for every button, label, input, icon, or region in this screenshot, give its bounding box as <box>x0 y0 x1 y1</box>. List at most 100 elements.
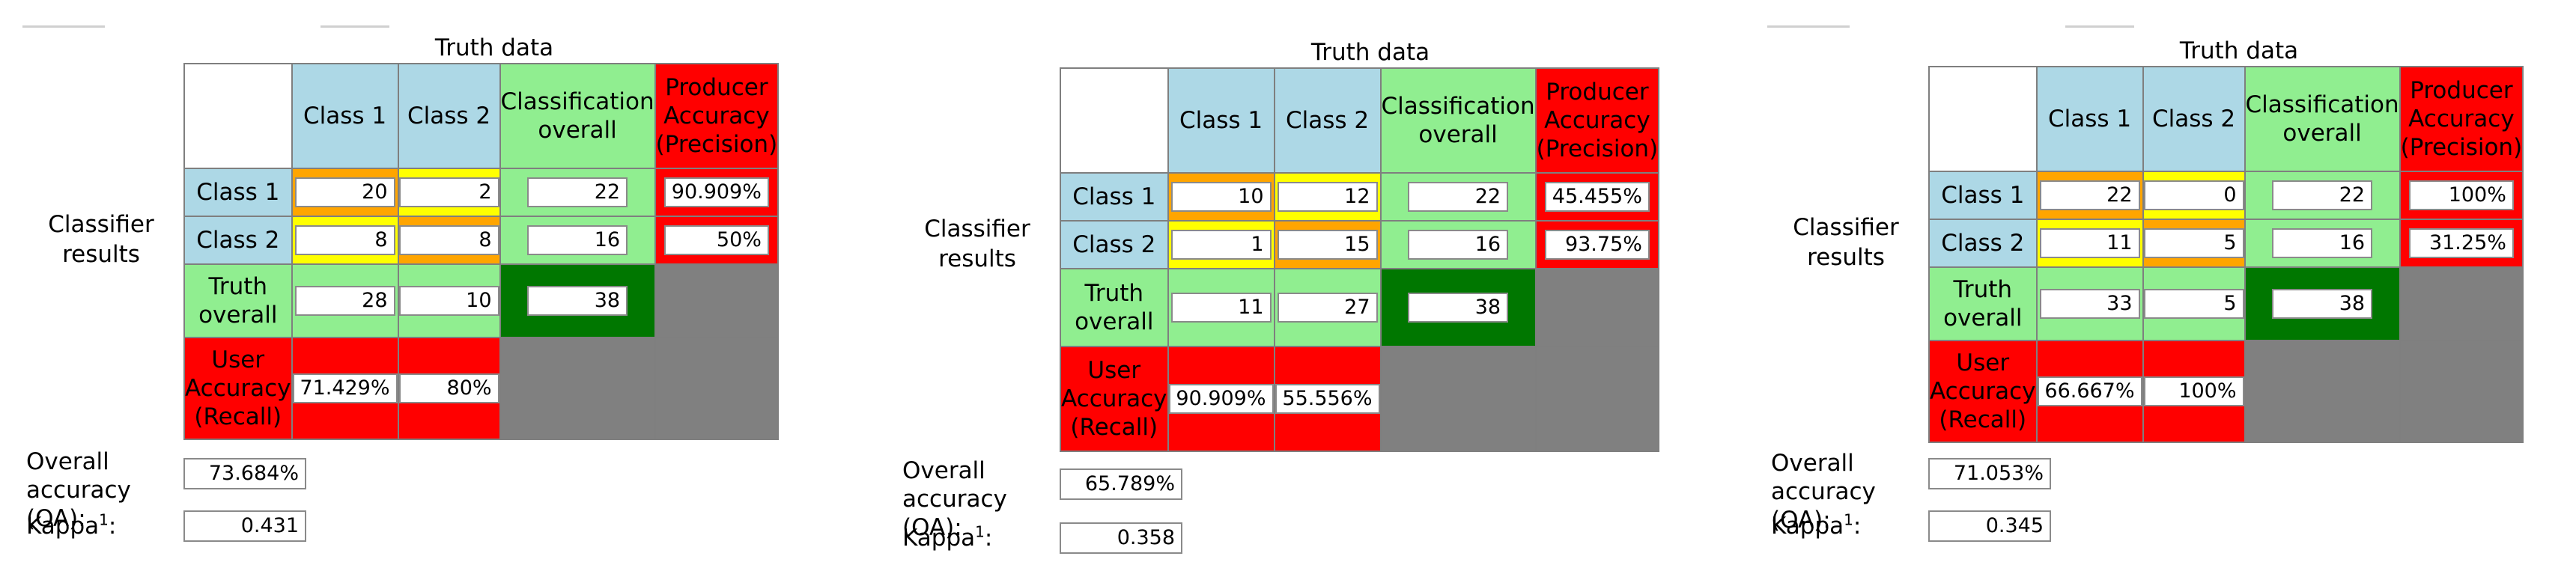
kappa-label-text: Kappa <box>1771 513 1844 540</box>
user-accuracy-header: User Accuracy (Recall) <box>1928 340 2038 443</box>
classification-overall-header: Classification overall <box>1379 67 1537 174</box>
kappa-label-text: Kappa <box>26 513 100 540</box>
truth-data-title: Truth data <box>1310 39 1430 66</box>
kappa-footnote-mark: 1 <box>975 522 985 541</box>
classification-overall-r1-value: 22 <box>1408 182 1509 213</box>
corner-cell <box>1060 67 1169 174</box>
classification-overall-header: Classification overall <box>499 63 656 169</box>
scrolled-input-edge <box>321 25 389 28</box>
cell-r1-c1-input[interactable]: 22 <box>2039 180 2140 211</box>
scrolled-input-edge <box>1767 25 1850 28</box>
confusion-matrix-table: Class 1 Class 2 Classification overall P… <box>1060 67 1660 452</box>
kappa-label-text: Kappa <box>902 525 976 552</box>
corner-cell <box>1928 66 2038 172</box>
empty-cell <box>2244 340 2401 443</box>
truth-overall-c1-value: 33 <box>2039 289 2140 320</box>
truth-class-1-header: Class 1 <box>2035 66 2144 172</box>
user-accuracy-header: User Accuracy (Recall) <box>1060 346 1169 452</box>
cell-r2-c1-input[interactable]: 11 <box>2039 228 2140 259</box>
classifier-class-2-header: Class 2 <box>1060 220 1169 269</box>
cell-r1-c2-input[interactable]: 2 <box>398 177 499 208</box>
confusion-matrix-table: Class 1 Class 2 Classification overall P… <box>183 63 780 440</box>
empty-cell <box>1379 346 1537 452</box>
truth-overall-header: Truth overall <box>183 263 293 338</box>
kappa-label: Kappa1: <box>902 524 992 552</box>
overall-accuracy-value: 73.684% <box>183 458 306 489</box>
kappa-label-colon: : <box>1853 513 1862 540</box>
empty-cell <box>654 337 780 440</box>
classifier-class-1-header: Class 1 <box>1928 171 2038 220</box>
empty-cell <box>2399 340 2524 443</box>
cell-r2-c2-input[interactable]: 5 <box>2143 228 2244 259</box>
cell-r1-c2-input[interactable]: 0 <box>2143 180 2244 211</box>
producer-accuracy-r1-value: 100% <box>2408 180 2514 211</box>
empty-cell <box>654 263 780 338</box>
producer-accuracy-r1-value: 45.455% <box>1544 182 1650 213</box>
producer-accuracy-header: Producer Accuracy (Precision) <box>2399 66 2524 172</box>
classification-overall-r1-value: 22 <box>527 177 628 208</box>
classifier-results-label: Classifier results <box>48 211 154 268</box>
scrolled-input-edge <box>22 25 105 28</box>
classification-overall-r2-value: 16 <box>527 225 628 256</box>
classifier-class-1-header: Class 1 <box>183 168 293 217</box>
producer-accuracy-header: Producer Accuracy (Precision) <box>654 63 780 169</box>
classification-overall-r2-value: 16 <box>1408 230 1509 260</box>
classifier-results-label: Classifier results <box>1793 214 1899 271</box>
cell-r2-c2-input[interactable]: 8 <box>398 225 499 256</box>
user-accuracy-c2-value: 80% <box>398 373 499 404</box>
cell-r2-c1-input[interactable]: 1 <box>1170 230 1272 260</box>
truth-overall-header: Truth overall <box>1060 268 1169 347</box>
overall-accuracy-label: Overall accuracy (OA): <box>26 448 131 532</box>
kappa-label-colon: : <box>984 525 993 552</box>
classifier-class-2-header: Class 2 <box>1928 219 2038 268</box>
empty-cell <box>2399 266 2524 341</box>
cell-r1-c2-input[interactable]: 12 <box>1277 182 1378 213</box>
classification-overall-r2-value: 16 <box>2272 228 2373 259</box>
overall-accuracy-value: 65.789% <box>1060 468 1182 500</box>
overall-accuracy-value: 71.053% <box>1928 458 2051 489</box>
classifier-results-label: Classifier results <box>924 216 1030 272</box>
truth-overall-c2-value: 27 <box>1277 293 1378 323</box>
kappa-footnote-mark: 1 <box>99 510 109 529</box>
producer-accuracy-r2-value: 93.75% <box>1544 230 1650 260</box>
user-accuracy-c1-value: 71.429% <box>292 373 398 404</box>
kappa-footnote-mark: 1 <box>1844 510 1853 529</box>
total-count-value: 38 <box>527 286 628 317</box>
overall-accuracy-label: Overall accuracy (OA): <box>902 457 1007 541</box>
truth-class-1-header: Class 1 <box>1167 67 1275 174</box>
user-accuracy-c2-value: 55.556% <box>1275 384 1380 415</box>
empty-cell <box>499 337 656 440</box>
producer-accuracy-r2-value: 31.25% <box>2408 228 2514 259</box>
scrolled-input-edge <box>2065 25 2134 28</box>
kappa-label: Kappa1: <box>26 512 116 540</box>
classification-overall-r1-value: 22 <box>2272 180 2373 211</box>
cell-r2-c1-input[interactable]: 8 <box>294 225 395 256</box>
cell-r1-c1-input[interactable]: 20 <box>294 177 395 208</box>
kappa-value: 0.358 <box>1060 522 1182 554</box>
classification-overall-header: Classification overall <box>2244 66 2401 172</box>
corner-cell <box>183 63 293 169</box>
user-accuracy-c1-value: 90.909% <box>1168 384 1274 415</box>
overall-accuracy-label: Overall accuracy (OA): <box>1771 450 1876 534</box>
truth-overall-c2-value: 5 <box>2143 289 2244 320</box>
total-count-value: 38 <box>1408 293 1509 323</box>
truth-class-2-header: Class 2 <box>397 63 501 169</box>
confusion-matrix-table: Class 1 Class 2 Classification overall P… <box>1928 66 2524 443</box>
kappa-label-colon: : <box>108 513 117 540</box>
truth-data-title: Truth data <box>434 34 554 61</box>
classifier-class-2-header: Class 2 <box>183 216 293 265</box>
kappa-value: 0.345 <box>1928 510 2051 542</box>
truth-data-title: Truth data <box>2179 37 2299 64</box>
empty-cell <box>1534 268 1660 347</box>
producer-accuracy-r1-value: 90.909% <box>663 177 769 208</box>
user-accuracy-header: User Accuracy (Recall) <box>183 337 293 440</box>
truth-class-1-header: Class 1 <box>291 63 399 169</box>
truth-overall-c2-value: 10 <box>398 286 499 317</box>
producer-accuracy-header: Producer Accuracy (Precision) <box>1534 67 1660 174</box>
empty-cell <box>1534 346 1660 452</box>
producer-accuracy-r2-value: 50% <box>663 225 769 256</box>
cell-r2-c2-input[interactable]: 15 <box>1277 230 1378 260</box>
cell-r1-c1-input[interactable]: 10 <box>1170 182 1272 213</box>
truth-overall-c1-value: 28 <box>294 286 395 317</box>
user-accuracy-c2-value: 100% <box>2143 376 2244 407</box>
